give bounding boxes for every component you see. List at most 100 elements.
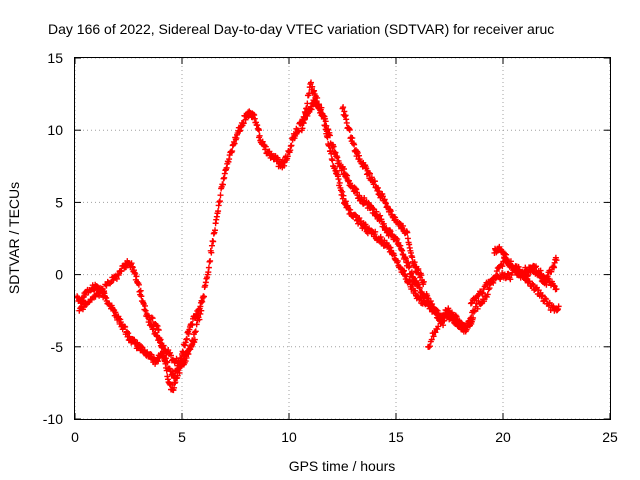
- chart-title: Day 166 of 2022, Sidereal Day-to-day VTE…: [48, 21, 554, 37]
- data-point-marker: [110, 277, 117, 284]
- data-point-marker: [301, 114, 308, 121]
- data-point-marker: [371, 178, 378, 185]
- data-point-marker: [330, 143, 337, 150]
- data-point-marker: [374, 184, 381, 191]
- data-point-marker: [323, 122, 330, 129]
- data-point-marker: [299, 125, 306, 132]
- data-point-marker: [418, 272, 425, 279]
- data-point-marker: [304, 100, 311, 107]
- data-point-marker: [134, 339, 141, 346]
- data-point-marker: [212, 227, 219, 234]
- data-point-marker: [183, 335, 190, 342]
- data-points: [74, 79, 562, 394]
- data-point-marker: [484, 282, 491, 289]
- data-point-marker: [507, 258, 514, 265]
- data-point-marker: [529, 268, 536, 275]
- x-axis-label: GPS time / hours: [289, 458, 396, 474]
- data-point-marker: [367, 170, 374, 177]
- data-point-marker: [96, 292, 103, 299]
- data-point-marker: [428, 336, 435, 343]
- data-point-marker: [155, 327, 162, 334]
- data-point-marker: [207, 257, 214, 264]
- x-tick-label: 15: [388, 429, 404, 445]
- data-point-marker: [346, 126, 353, 133]
- data-point-marker: [502, 275, 509, 282]
- x-tick-label: 25: [602, 429, 618, 445]
- data-point-marker: [467, 300, 474, 307]
- data-point-marker: [171, 359, 178, 366]
- data-point-marker: [548, 268, 555, 275]
- data-point-marker: [314, 94, 321, 101]
- y-tick-label: 15: [47, 50, 63, 66]
- data-point-marker: [463, 326, 470, 333]
- data-point-marker: [284, 153, 291, 160]
- data-point-marker: [539, 292, 546, 299]
- data-point-marker: [215, 208, 222, 215]
- data-point-marker: [342, 198, 349, 205]
- data-point-marker: [231, 140, 238, 147]
- y-tick-label: 0: [55, 267, 63, 283]
- data-point-marker: [440, 312, 447, 319]
- data-point-marker: [340, 192, 347, 199]
- data-point-marker: [454, 316, 461, 323]
- data-point-marker: [429, 301, 436, 308]
- data-point-marker: [533, 263, 540, 270]
- data-point-marker: [288, 142, 295, 149]
- data-point-marker: [210, 238, 217, 245]
- data-point-marker: [470, 308, 477, 315]
- data-point-marker: [125, 330, 132, 337]
- data-point-marker: [191, 329, 198, 336]
- data-point-marker: [404, 229, 411, 236]
- data-point-marker: [335, 176, 342, 183]
- y-tick-label: -10: [43, 411, 63, 427]
- data-point-marker: [411, 259, 418, 266]
- data-point-marker: [433, 307, 440, 314]
- data-point-marker: [219, 181, 226, 188]
- x-tick-label: 0: [71, 429, 79, 445]
- data-point-marker: [377, 233, 384, 240]
- data-point-marker: [542, 278, 549, 285]
- data-point-marker: [354, 149, 361, 156]
- data-point-marker: [176, 369, 183, 376]
- data-point-marker: [216, 198, 223, 205]
- data-point-marker: [167, 349, 174, 356]
- data-point-marker: [217, 192, 224, 199]
- data-point-marker: [116, 315, 123, 322]
- data-point-marker: [148, 314, 155, 321]
- data-point-marker: [426, 343, 433, 350]
- data-point-marker: [542, 295, 549, 302]
- data-point-marker: [101, 288, 108, 295]
- data-point-marker: [467, 315, 474, 322]
- x-tick-label: 20: [495, 429, 511, 445]
- data-point-marker: [340, 104, 347, 111]
- plot-frame: [74, 57, 611, 420]
- data-point-marker: [437, 318, 444, 325]
- data-point-marker: [201, 293, 208, 300]
- data-point-marker: [543, 274, 550, 281]
- data-point-marker: [274, 156, 281, 163]
- data-point-marker: [325, 126, 332, 133]
- data-point-marker: [197, 310, 204, 317]
- data-point-marker: [507, 276, 514, 283]
- data-point-marker: [334, 154, 341, 161]
- data-point-marker: [427, 298, 434, 305]
- data-point-marker: [432, 329, 439, 336]
- data-point-marker: [240, 120, 247, 127]
- data-point-marker: [415, 265, 422, 272]
- data-point-marker: [434, 326, 441, 333]
- data-point-marker: [537, 267, 544, 274]
- data-point-marker: [544, 273, 551, 280]
- data-point-marker: [262, 143, 269, 150]
- data-point-marker: [192, 328, 199, 335]
- data-point-marker: [193, 321, 200, 328]
- data-point-marker: [205, 264, 212, 271]
- data-point-marker: [302, 110, 309, 117]
- data-point-marker: [555, 303, 562, 310]
- y-tick-label: 10: [47, 122, 63, 138]
- data-point-marker: [196, 316, 203, 323]
- data-point-marker: [426, 344, 433, 351]
- data-point-marker: [118, 268, 125, 275]
- data-point-marker: [300, 120, 307, 127]
- data-point-marker: [365, 169, 372, 176]
